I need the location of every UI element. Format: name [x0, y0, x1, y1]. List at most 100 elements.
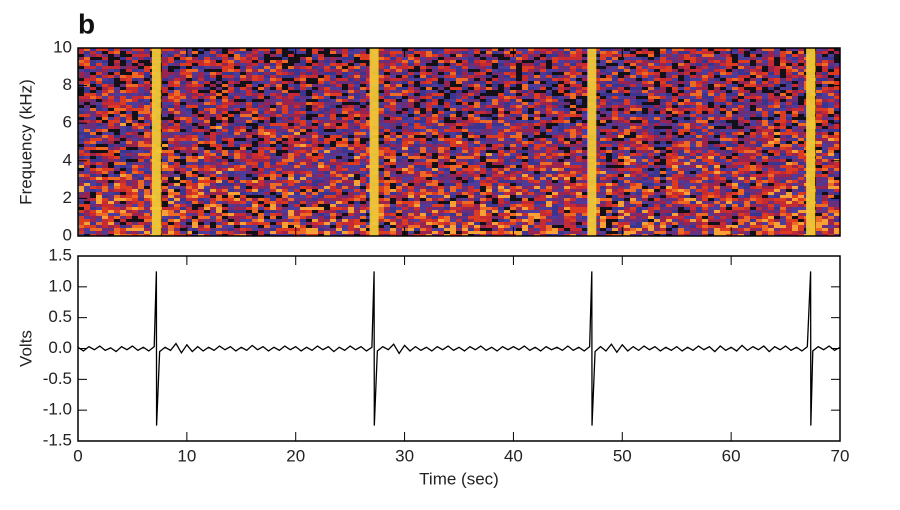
spectrogram-cell	[540, 72, 546, 75]
spectrogram-cell	[216, 60, 222, 63]
spectrogram-cell	[108, 105, 114, 108]
spectrogram-cell	[138, 57, 144, 60]
spectrogram-cell	[684, 63, 690, 66]
spectrogram-cell	[204, 126, 210, 129]
spectrogram-cell	[120, 63, 126, 66]
spectrogram-cell	[336, 159, 342, 162]
spectrogram-cell	[768, 81, 774, 84]
spectrogram-cell	[420, 108, 426, 111]
spectrogram-cell	[426, 144, 432, 147]
spectrogram-cell	[774, 120, 780, 123]
spectrogram-cell	[384, 147, 390, 150]
spectrogram-cell	[720, 129, 726, 132]
spectrogram-cell	[162, 96, 168, 99]
spectrogram-cell	[216, 84, 222, 87]
spectrogram-cell	[570, 84, 576, 87]
spectrogram-cell	[492, 90, 498, 93]
spectrogram-cell	[504, 117, 510, 120]
spectrogram-cell	[834, 63, 840, 66]
spectrogram-cell	[540, 117, 546, 120]
spectrogram-cell	[522, 96, 528, 99]
spectrogram-cell	[774, 144, 780, 147]
spectrogram-cell	[462, 72, 468, 75]
spectrogram-cell	[138, 96, 144, 99]
spectrogram-cell	[714, 60, 720, 63]
spectrogram-cell	[108, 63, 114, 66]
spectrogram-cell	[138, 117, 144, 120]
spectrogram-cell	[294, 93, 300, 96]
spectrogram-cell	[240, 84, 246, 87]
spectrogram-cell	[300, 102, 306, 105]
spectrogram-cell	[744, 108, 750, 111]
spectrogram-cell	[324, 150, 330, 153]
spectrogram-cell	[546, 144, 552, 147]
spectrogram-cell	[246, 162, 252, 165]
spectrogram-cell	[144, 126, 150, 129]
spectrogram-cell	[438, 111, 444, 114]
spectrogram-cell	[282, 162, 288, 165]
spectrogram-cell	[234, 129, 240, 132]
spectrogram-cell	[318, 60, 324, 63]
spectrogram-cell	[786, 99, 792, 102]
spectrogram-cell	[180, 102, 186, 105]
spectrogram-cell	[672, 150, 678, 153]
spectrogram-cell	[144, 144, 150, 147]
spectrogram-cell	[462, 81, 468, 84]
spectrogram-cell	[816, 93, 822, 96]
spectrogram-cell	[798, 84, 804, 87]
spectrogram-cell	[288, 78, 294, 81]
spectrogram-cell	[414, 102, 420, 105]
spectrogram-cell	[618, 150, 624, 153]
spectrogram-cell	[288, 66, 294, 69]
spectrogram-cell	[312, 141, 318, 144]
spectrogram-cell	[534, 105, 540, 108]
spectrogram-cell	[744, 105, 750, 108]
spectrogram-cell	[360, 96, 366, 99]
spectrogram-cell	[708, 147, 714, 150]
spectrogram-cell	[546, 126, 552, 129]
spectrogram-cell	[450, 66, 456, 69]
spectrogram-cell	[336, 132, 342, 135]
spectrogram-cell	[720, 69, 726, 72]
spectrogram-cell	[690, 72, 696, 75]
spectrogram-cell	[126, 60, 132, 63]
spectrogram-cell	[318, 75, 324, 78]
spectrogram-cell	[144, 96, 150, 99]
spectrogram-cell	[816, 138, 822, 141]
spectrogram-cell	[480, 63, 486, 66]
spectrogram-cell	[618, 126, 624, 129]
spectrogram-cell	[222, 120, 228, 123]
spectrogram-cell	[444, 147, 450, 150]
spectrogram-cell	[288, 87, 294, 90]
spectrogram-cell	[300, 54, 306, 57]
spectrogram-cell	[462, 105, 468, 108]
spectrogram-cell	[408, 48, 414, 51]
spectrogram-cell	[312, 90, 318, 93]
spectrogram-cell	[186, 147, 192, 150]
spectrogram-cell	[642, 51, 648, 54]
spectrogram-cell	[402, 72, 408, 75]
spectrogram-cell	[186, 141, 192, 144]
spectrogram-cell	[630, 117, 636, 120]
spectrogram-cell	[114, 135, 120, 138]
spectrogram-cell	[660, 150, 666, 153]
spectrogram-cell	[468, 162, 474, 165]
spectrogram-cell	[402, 63, 408, 66]
spectrogram-cell	[798, 51, 804, 54]
spectrogram-cell	[462, 60, 468, 63]
spectrogram-cell	[546, 123, 552, 126]
spectrogram-cell	[102, 87, 108, 90]
spectrogram-cell	[390, 93, 396, 96]
spectrogram-cell	[480, 132, 486, 135]
spectrogram-cell	[348, 78, 354, 81]
spectrogram-cell	[708, 156, 714, 159]
spectrogram-cell	[186, 162, 192, 165]
spectrogram-cell	[726, 75, 732, 78]
spectrogram-cell	[540, 123, 546, 126]
spectrogram-cell	[354, 51, 360, 54]
spectrogram-cell	[738, 138, 744, 141]
spectrogram-cell	[144, 156, 150, 159]
spectrogram-cell	[684, 108, 690, 111]
spectrogram-cell	[492, 135, 498, 138]
spectrogram-cell	[666, 126, 672, 129]
